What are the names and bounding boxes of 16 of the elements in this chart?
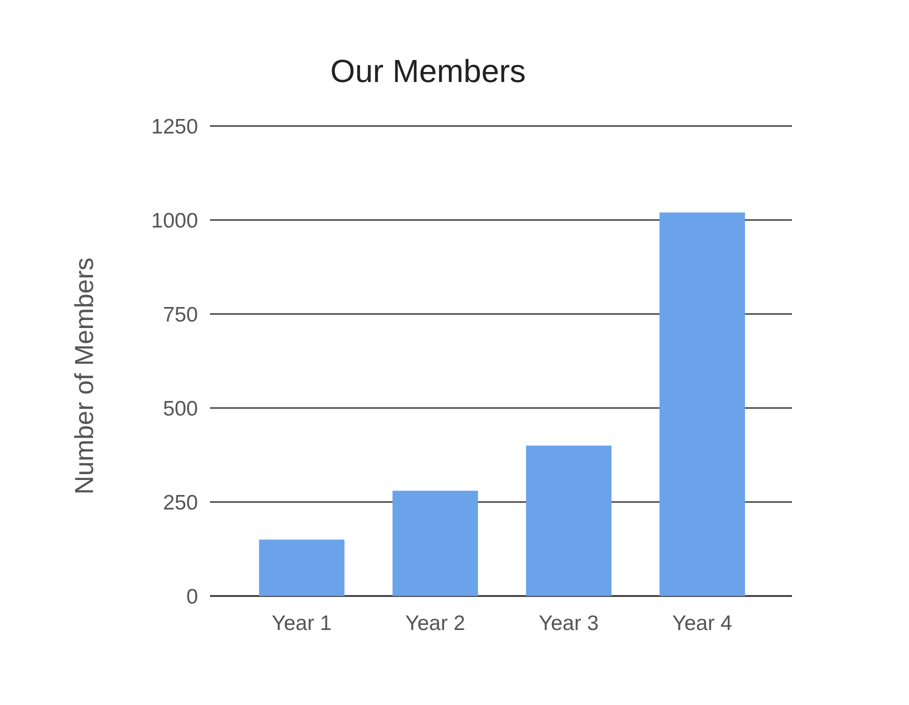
x-tick-label: Year 3 <box>538 612 599 635</box>
y-tick-label: 500 <box>162 397 198 420</box>
bar <box>392 490 478 596</box>
chart-title: Our Members <box>330 53 526 89</box>
bar <box>259 540 344 596</box>
y-axis-title: Number of Members <box>69 258 99 494</box>
y-tick-label: 1250 <box>151 115 198 138</box>
y-tick-label: 0 <box>186 585 198 608</box>
bar <box>660 212 745 596</box>
y-tick-label: 750 <box>162 303 198 326</box>
bar <box>526 446 612 596</box>
y-tick-label: 250 <box>162 491 198 514</box>
x-tick-label: Year 2 <box>405 612 466 635</box>
x-tick-label: Year 1 <box>272 612 332 635</box>
x-tick-label: Year 4 <box>672 612 733 635</box>
y-tick-label: 1000 <box>151 209 198 232</box>
